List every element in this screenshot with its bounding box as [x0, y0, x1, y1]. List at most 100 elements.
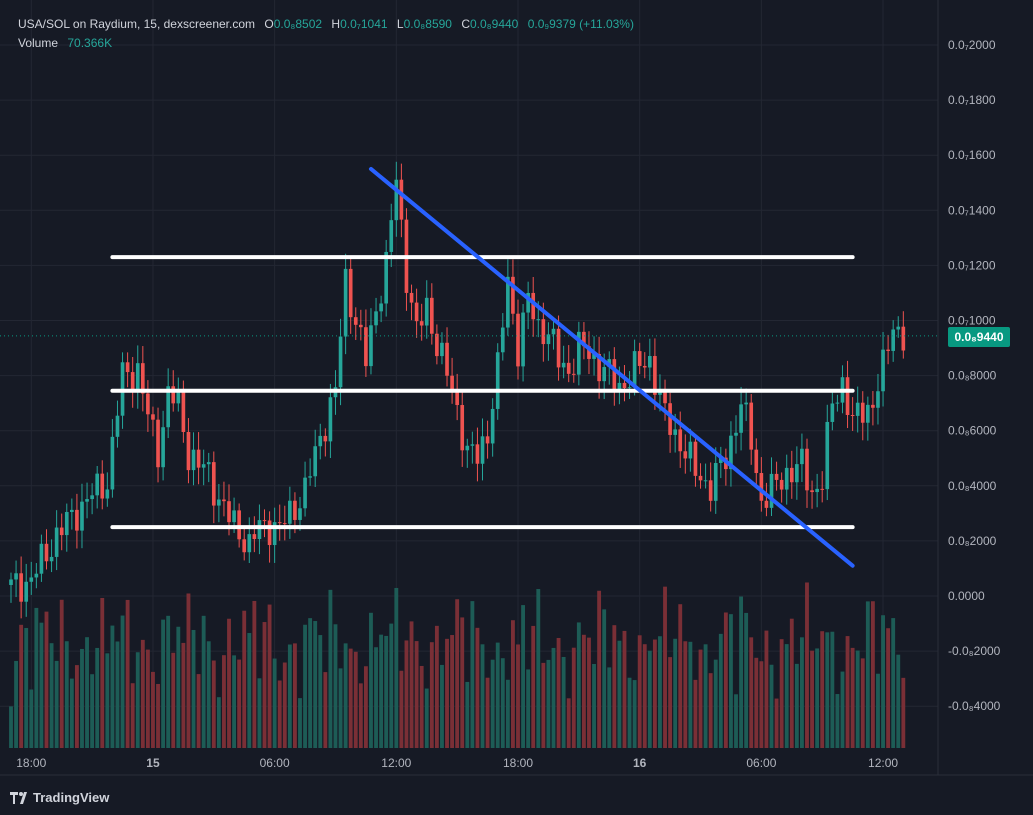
candle-body — [617, 382, 622, 390]
candle-body — [206, 462, 211, 465]
candle-body — [429, 297, 434, 334]
candle-body — [546, 334, 551, 345]
volume-header: Volume 70.366K — [18, 36, 112, 50]
candle-body — [470, 444, 475, 446]
volume-bar — [627, 677, 632, 748]
volume-bar — [287, 644, 292, 748]
candle-body — [516, 313, 520, 367]
candle-body — [774, 473, 779, 480]
candle-body — [257, 520, 262, 540]
volume-bar — [865, 601, 870, 748]
volume-bar — [678, 604, 683, 748]
candle-body — [703, 480, 708, 482]
candle-body — [678, 429, 683, 452]
volume-bar — [754, 657, 759, 748]
volume-bar — [490, 659, 495, 748]
x-tick-label: 18:00 — [16, 756, 46, 770]
candle-body — [886, 349, 890, 351]
candle-body — [835, 402, 840, 404]
volume-bar — [298, 698, 302, 748]
y-tick-label: 0.0₇1800 — [948, 93, 996, 107]
volume-bar — [718, 633, 723, 748]
candle-body — [475, 444, 480, 464]
volume-bar — [495, 642, 500, 748]
candle-body — [521, 312, 525, 367]
candle-body — [196, 449, 201, 468]
volume-bar — [450, 635, 455, 748]
volume-bar — [799, 637, 804, 748]
volume-bar — [794, 663, 799, 748]
volume-bar — [597, 590, 602, 748]
x-tick-label: 16 — [633, 756, 647, 770]
candle-body — [176, 388, 181, 404]
candle-body — [663, 388, 667, 404]
volume-bar — [145, 649, 150, 748]
volume-bar — [151, 671, 155, 748]
candle-body — [627, 387, 632, 389]
candle-body — [526, 292, 530, 313]
candle-body — [876, 391, 880, 408]
volume-bar — [206, 641, 211, 748]
candle-body — [779, 479, 784, 490]
volume-bar — [526, 669, 531, 748]
volume-bar — [95, 647, 100, 748]
volume-bar — [399, 670, 404, 748]
volume-bar — [389, 623, 394, 748]
candle-body — [789, 467, 794, 483]
candle-body — [637, 351, 642, 366]
candle-body — [800, 448, 804, 465]
candle-body — [217, 499, 221, 506]
candle-body — [739, 404, 743, 433]
volume-bar — [789, 618, 794, 748]
volume-bar — [333, 624, 338, 748]
candle-body — [34, 573, 39, 578]
volume-bar — [267, 604, 272, 748]
volume-bar — [434, 625, 439, 748]
candle-body — [455, 390, 459, 406]
candle-body — [348, 268, 353, 318]
chart-header: USA/SOL on Raydium, 15, dexscreener.com … — [18, 17, 634, 31]
volume-bar — [323, 672, 328, 748]
candle-body — [734, 432, 738, 436]
volume-bar — [115, 641, 120, 748]
candle-body — [222, 499, 226, 502]
volume-bar — [729, 614, 733, 748]
volume-bar — [130, 683, 135, 748]
volume-bar — [186, 593, 191, 748]
volume-bar — [561, 656, 566, 748]
volume-bar — [39, 622, 44, 748]
candle-body — [303, 477, 307, 509]
volume-bar — [511, 620, 515, 748]
volume-bar — [262, 622, 267, 748]
candle-body — [764, 500, 769, 508]
candle-body — [85, 499, 89, 502]
volume-bar — [69, 678, 74, 748]
volume-bar — [713, 659, 718, 748]
candle-body — [100, 473, 105, 499]
volume-bar — [663, 586, 667, 748]
volume-bar — [480, 644, 485, 748]
candle-body — [359, 324, 363, 328]
candle-body — [44, 543, 49, 562]
volume-bar — [363, 666, 368, 748]
volume-bar — [759, 661, 764, 748]
volume-bar — [44, 611, 49, 748]
volume-bar — [739, 596, 744, 748]
candle-body — [708, 480, 713, 501]
candle-body — [759, 473, 764, 501]
candle-body — [551, 328, 556, 335]
candle-body — [850, 414, 855, 416]
volume-bar — [176, 626, 181, 748]
candle-body — [59, 527, 64, 536]
candle-body — [612, 359, 617, 390]
candle-body — [693, 441, 698, 476]
volume-bar — [485, 677, 490, 748]
candle-body — [267, 520, 272, 546]
candle-body — [146, 393, 150, 415]
candle-body — [713, 462, 718, 501]
volume-bar — [820, 631, 825, 748]
volume-bar — [455, 599, 460, 748]
tradingview-brand[interactable]: TradingView — [10, 790, 109, 805]
